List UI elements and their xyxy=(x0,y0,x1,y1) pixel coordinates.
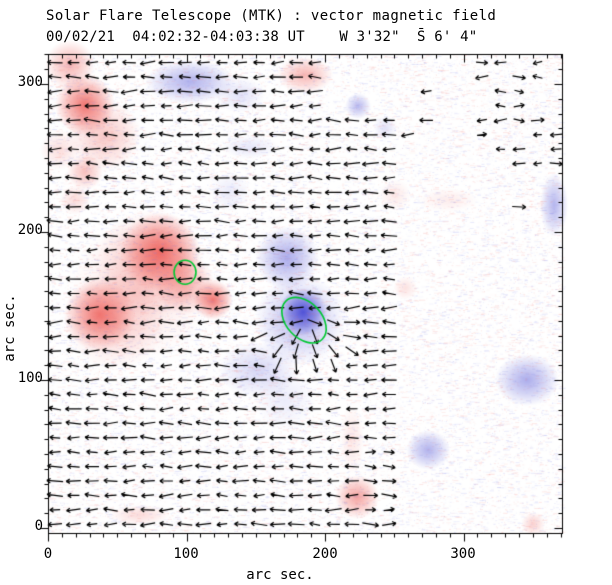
figure-title: Solar Flare Telescope (MTK) : vector mag… xyxy=(46,8,497,24)
y-tick-label-100: 100 xyxy=(17,370,43,386)
x-tick-label-100: 100 xyxy=(173,546,199,562)
y-tick-label-200: 200 xyxy=(17,222,43,238)
x-axis-title: arc sec. xyxy=(246,567,314,583)
y-tick-label-300: 300 xyxy=(17,74,43,90)
y-axis-title: arc sec. xyxy=(2,294,18,362)
y-tick-label-0: 0 xyxy=(34,518,43,534)
x-tick-label-300: 300 xyxy=(450,546,476,562)
x-tick-label-0: 0 xyxy=(43,546,53,562)
figure-subtitle: 00/02/21 04:02:32-04:03:38 UT W 3'32" S̄… xyxy=(46,29,478,45)
x-tick-label-200: 200 xyxy=(312,546,338,562)
